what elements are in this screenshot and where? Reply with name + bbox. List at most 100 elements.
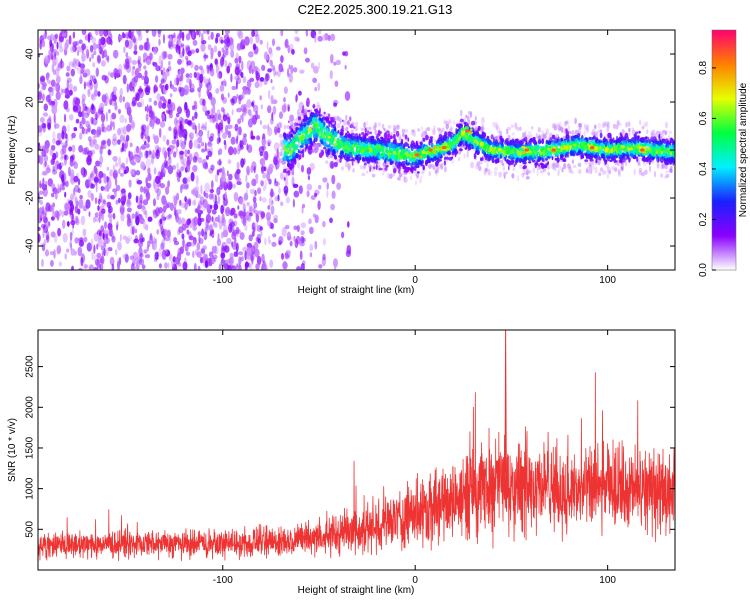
spectrogram-cell: [62, 219, 66, 229]
spectrogram-cell: [99, 102, 105, 111]
spectrogram-cell: [445, 126, 449, 133]
spectrogram-cell: [105, 236, 109, 244]
spectrogram-cell: [239, 42, 243, 51]
spectrogram-cell: [118, 108, 121, 114]
spectrogram-cell: [220, 252, 226, 259]
spectrogram-cell: [172, 87, 178, 92]
spectrogram-cell: [323, 111, 326, 115]
spectrogram-cell: [218, 158, 222, 166]
spectrogram-cell: [132, 36, 136, 41]
spectrogram-cell: [207, 129, 210, 140]
spectrogram-cell: [47, 96, 51, 105]
spectrogram-cell: [74, 65, 79, 70]
spectrogram-cell: [201, 148, 206, 153]
spectrogram-cell: [230, 207, 236, 216]
spectrogram-cell: [198, 200, 203, 209]
spectrogram-cell: [194, 111, 198, 120]
spectrogram-cell: [211, 209, 217, 215]
spectrogram-cell: [284, 178, 289, 187]
spectrogram-cell: [650, 136, 654, 143]
spectrogram-cell: [210, 55, 214, 60]
spectrogram-cell: [88, 34, 94, 41]
spectrogram-cell: [162, 216, 165, 225]
spectrogram-cell: [82, 228, 87, 237]
spectrogram-cell: [314, 147, 318, 154]
spectrogram-cell: [193, 216, 199, 226]
spectrogram-cell: [125, 31, 129, 39]
spectrogram-cell: [498, 130, 503, 135]
spectrogram-cell: [227, 124, 233, 130]
spectrogram-cell: [545, 128, 549, 135]
spectrogram-cell: [98, 161, 103, 168]
spectrogram-cell: [440, 163, 444, 170]
spectrogram-cell: [649, 165, 651, 173]
spectrogram-cell: [93, 267, 99, 270]
spectrogram-cell: [318, 30, 322, 35]
spectrogram-cell: [347, 133, 351, 138]
spectrogram-cell: [435, 170, 439, 178]
spectrogram-cell: [619, 137, 623, 142]
spectrogram-cell: [261, 138, 267, 146]
spectrogram-cell: [228, 257, 234, 265]
spectrogram-cell: [153, 198, 156, 207]
spectrogram-cell: [334, 138, 337, 142]
spectrogram-cell: [158, 207, 163, 214]
spectrogram-cell: [240, 71, 244, 79]
spectrogram-cell: [411, 147, 414, 151]
spectrogram-cell: [107, 213, 113, 218]
spectrogram-cell: [137, 59, 141, 65]
spectrogram-cell: [205, 155, 209, 160]
spectrogram-cell: [111, 232, 115, 240]
spectrogram-cell: [223, 181, 228, 191]
spectrogram-cell: [97, 198, 101, 205]
spectrogram-cell: [664, 165, 668, 170]
spectrogram-cell: [65, 72, 70, 77]
spectrogram-cell: [428, 164, 432, 170]
spectrogram-cell: [59, 183, 63, 191]
spectrogram-cell: [476, 161, 481, 167]
spectrogram-cell: [138, 147, 141, 155]
spectrogram-cell: [280, 30, 284, 37]
spectrogram-cell: [93, 50, 97, 56]
spectrogram-cell: [106, 201, 112, 208]
spectrogram-cell: [618, 122, 623, 127]
spectrogram-cell: [638, 130, 641, 134]
spectrogram-cell: [78, 267, 83, 270]
spectrogram-cell: [268, 239, 272, 244]
spectrogram-cell: [541, 138, 544, 145]
spectrogram-cell: [480, 157, 483, 162]
spectrogram-cell: [321, 256, 326, 267]
spectrogram-cell: [100, 245, 105, 251]
spectrogram-cell: [246, 169, 250, 176]
spectrogram-cell: [325, 117, 329, 122]
spectrogram-cell: [289, 114, 295, 122]
spectrogram-cell: [157, 30, 162, 34]
spectrogram-cell: [106, 232, 108, 240]
spectrogram-cell: [180, 184, 183, 194]
spectrogram-cell: [87, 124, 92, 133]
spectrogram-cell: [443, 119, 447, 125]
spectrogram-cell: [55, 82, 61, 93]
spectrogram-cell: [69, 159, 74, 167]
spectrogram-cell: [273, 142, 280, 152]
spectrogram-cell: [199, 73, 204, 84]
spectrogram-cell: [233, 251, 237, 257]
spectrogram-cell: [160, 79, 166, 84]
spectrogram-cell: [151, 152, 156, 160]
spectrogram-cell: [210, 47, 214, 58]
spectrogram-cell: [216, 72, 221, 79]
spectrogram-cell: [99, 263, 104, 270]
spectrogram-cell: [432, 165, 436, 170]
spectrogram-cell: [525, 176, 530, 180]
spectrogram-cell: [238, 94, 243, 101]
spectrogram-cell: [141, 264, 146, 270]
spectrogram-cell: [551, 122, 556, 129]
spectrogram-cell: [316, 104, 321, 109]
spectrogram-cell: [164, 228, 168, 237]
spectrogram-cell: [212, 254, 218, 260]
spectrogram-cell: [126, 83, 129, 93]
spectrogram-cell: [279, 122, 283, 128]
spectrogram-cell: [212, 114, 216, 123]
spectrogram-cell: [234, 66, 240, 76]
spectrogram-cell: [287, 106, 290, 112]
